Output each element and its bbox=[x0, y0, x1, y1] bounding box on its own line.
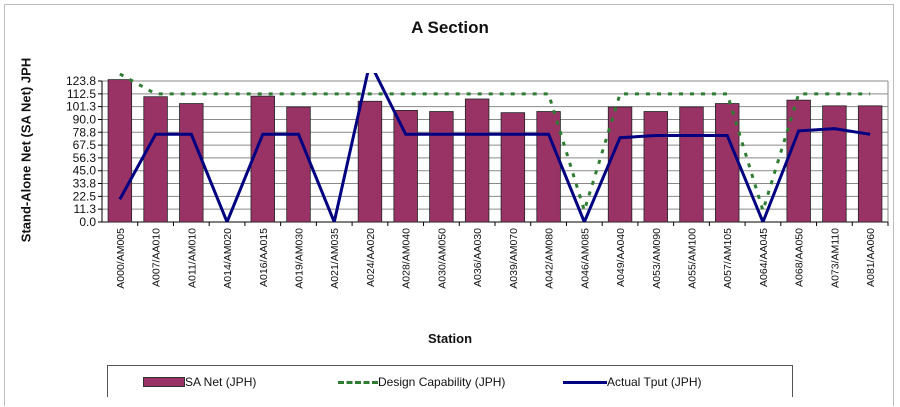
x-tick-label: A068/AA050 bbox=[794, 228, 806, 287]
x-tick-label: A014/AM020 bbox=[222, 228, 234, 289]
y-tick-label: 33.8 bbox=[73, 177, 97, 191]
y-tick-label: 90.0 bbox=[73, 112, 97, 126]
chart-frame bbox=[4, 4, 894, 406]
x-tick-label: A016/AA015 bbox=[258, 228, 270, 287]
bar bbox=[179, 103, 204, 223]
x-tick-label: A021/AM035 bbox=[329, 228, 341, 289]
y-tick-label: 56.3 bbox=[73, 151, 97, 165]
x-tick-label: A057/AM105 bbox=[722, 228, 734, 289]
bar bbox=[643, 111, 668, 223]
y-tick-label: 123.8 bbox=[66, 74, 96, 88]
y-tick-label: 78.8 bbox=[73, 125, 97, 139]
y-tick-label: 11.3 bbox=[74, 202, 97, 216]
x-tick-label: A081/AA060 bbox=[865, 228, 877, 287]
x-tick-label: A053/AM090 bbox=[651, 228, 663, 289]
y-tick-label: 45.0 bbox=[73, 164, 97, 178]
bar bbox=[286, 106, 311, 223]
dashed-line-swatch-icon bbox=[338, 380, 378, 384]
x-tick-label: A039/AM070 bbox=[508, 228, 520, 289]
bar bbox=[429, 111, 454, 223]
actual-tput-line bbox=[118, 73, 871, 222]
legend-item-actual-tput: Actual Tput (JPH) bbox=[563, 375, 701, 389]
bar bbox=[464, 98, 490, 223]
bar bbox=[250, 95, 275, 223]
bar bbox=[679, 106, 704, 223]
x-tick-label: A055/AM100 bbox=[687, 228, 699, 289]
bar bbox=[357, 100, 383, 223]
solid-line-swatch-icon bbox=[563, 380, 607, 384]
x-tick-label: A049/AA040 bbox=[615, 228, 627, 287]
y-tick-label: 0.0 bbox=[79, 215, 96, 229]
x-tick-label: A028/AM040 bbox=[401, 228, 413, 289]
bar bbox=[536, 111, 561, 223]
legend-item-sa-net: SA Net (JPH) bbox=[143, 375, 256, 389]
bar bbox=[607, 106, 633, 223]
x-tick-label: A064/AA045 bbox=[758, 228, 770, 287]
x-tick-label: A000/AM005 bbox=[115, 228, 127, 289]
x-tick-label: A030/AM050 bbox=[436, 228, 448, 289]
x-tick-label: A024/AA020 bbox=[365, 228, 377, 287]
bar bbox=[107, 79, 133, 223]
x-tick-label: A007/AA010 bbox=[151, 228, 163, 287]
bar bbox=[857, 105, 883, 223]
bar bbox=[143, 96, 168, 223]
bar bbox=[393, 109, 418, 223]
chart-title: A Section bbox=[411, 18, 489, 37]
y-tick-label: 101.3 bbox=[66, 100, 96, 114]
x-tick-label: A073/AM110 bbox=[829, 228, 841, 288]
x-axis-label: Station bbox=[427, 331, 473, 346]
bar bbox=[822, 105, 847, 223]
bar bbox=[500, 112, 526, 223]
bar bbox=[715, 103, 740, 223]
y-tick-label: 22.5 bbox=[73, 189, 97, 203]
bar-swatch-icon bbox=[143, 377, 185, 387]
x-tick-label: A011/AM010 bbox=[186, 228, 198, 288]
x-tick-label: A036/AA030 bbox=[472, 228, 484, 287]
design-capability-line bbox=[119, 73, 871, 216]
legend: SA Net (JPH) Design Capability (JPH) Act… bbox=[107, 365, 793, 397]
y-tick-label: 67.5 bbox=[73, 138, 97, 152]
y-tick-label: 112.5 bbox=[67, 87, 96, 101]
x-tick-label: A042/AM080 bbox=[544, 228, 556, 289]
x-tick-label: A019/AM030 bbox=[294, 228, 306, 289]
x-tick-label: A046/AM085 bbox=[579, 228, 591, 289]
legend-item-design-capability: Design Capability (JPH) bbox=[338, 375, 505, 389]
